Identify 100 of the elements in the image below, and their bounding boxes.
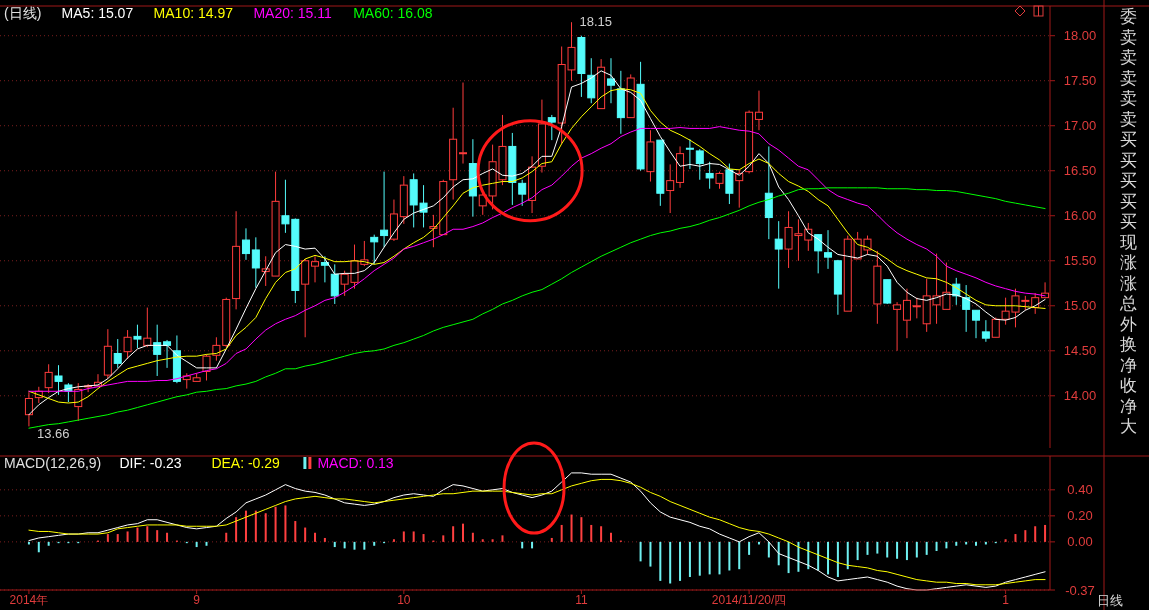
text: MA5: 15.07 xyxy=(61,5,134,21)
bar xyxy=(935,541,938,551)
text: 卖 xyxy=(1119,48,1137,67)
candlestick xyxy=(133,324,142,349)
bar xyxy=(600,526,603,542)
bar xyxy=(787,541,790,574)
bar xyxy=(294,521,297,542)
x-tick-label: 11 xyxy=(575,593,588,607)
bar xyxy=(896,541,899,559)
candlestick xyxy=(912,297,921,319)
annotation: 18.15 xyxy=(579,14,613,30)
candlestick xyxy=(893,301,902,352)
bar xyxy=(866,541,869,555)
y-tick-label: 0.40 xyxy=(1067,482,1093,498)
bar xyxy=(817,541,820,571)
bar xyxy=(392,539,395,542)
bar xyxy=(945,541,948,549)
text: MA10: 14.97 xyxy=(153,5,234,21)
text: 买 xyxy=(1119,191,1137,211)
candlestick xyxy=(902,288,911,339)
text: 涨 xyxy=(1119,273,1137,293)
bar xyxy=(37,541,40,553)
bar xyxy=(856,541,859,561)
bar xyxy=(304,527,307,542)
bar xyxy=(1014,534,1017,542)
y-tick-label: 0.20 xyxy=(1067,508,1093,524)
x-tick-label: 2014年 xyxy=(9,593,49,607)
x-tick-label: 2014/11/20/四 xyxy=(711,593,787,607)
y-tick-label: 17.00 xyxy=(1063,118,1097,134)
candlestick xyxy=(883,279,892,305)
candlestick xyxy=(113,338,122,369)
candlestick xyxy=(981,319,990,343)
candlestick xyxy=(370,234,379,265)
bar xyxy=(925,541,928,555)
y-tick-label: 14.00 xyxy=(1063,388,1097,404)
text: 日线 xyxy=(1097,593,1123,608)
text: 现 xyxy=(1119,232,1137,252)
text: 外 xyxy=(1119,314,1137,334)
text: 净 xyxy=(1119,396,1137,416)
candlestick xyxy=(153,324,162,377)
candlestick xyxy=(824,229,833,270)
candlestick xyxy=(725,163,734,205)
bar xyxy=(126,531,129,542)
candlestick xyxy=(330,263,339,305)
bar xyxy=(501,535,504,542)
bar xyxy=(669,541,672,584)
candlestick xyxy=(24,391,33,427)
bar xyxy=(748,541,751,555)
chart-title: MACD(12,26,9) xyxy=(4,455,102,471)
bar xyxy=(570,514,573,542)
bar xyxy=(195,541,198,548)
bar xyxy=(688,541,691,577)
bar xyxy=(767,541,770,558)
bar xyxy=(679,541,682,581)
candlestick xyxy=(991,316,1000,338)
bar xyxy=(659,541,662,581)
bar xyxy=(373,541,376,546)
candlestick xyxy=(123,329,132,360)
candlestick xyxy=(163,339,172,369)
bar xyxy=(274,506,277,542)
candlestick xyxy=(754,90,763,131)
bar xyxy=(343,541,346,549)
text: 涨 xyxy=(1119,253,1137,272)
text: 总 xyxy=(1118,294,1137,313)
bar xyxy=(422,534,425,542)
bar xyxy=(402,531,405,542)
candlestick xyxy=(44,363,53,394)
candlestick xyxy=(695,148,704,181)
text: 大 xyxy=(1119,417,1137,436)
text: DEA: -0.29 xyxy=(211,455,281,471)
candlestick xyxy=(54,364,63,396)
bar xyxy=(333,541,336,548)
text: DIF: -0.23 xyxy=(119,455,182,471)
text: 买 xyxy=(1119,212,1137,231)
bar xyxy=(955,541,958,546)
candlestick xyxy=(972,309,981,339)
bar xyxy=(876,541,879,554)
bar xyxy=(531,541,534,549)
candlestick xyxy=(666,163,675,214)
bar xyxy=(323,537,326,542)
candlestick xyxy=(301,258,310,338)
bar xyxy=(738,541,741,570)
y-tick-label: 16.50 xyxy=(1063,163,1097,179)
text: 买 xyxy=(1119,130,1137,149)
candlestick xyxy=(685,138,694,170)
bar xyxy=(827,541,830,575)
chart-title: (日线) xyxy=(4,5,42,21)
bar xyxy=(363,541,366,550)
bar xyxy=(886,541,889,558)
bar xyxy=(698,541,701,576)
bar xyxy=(136,527,139,542)
bar xyxy=(116,534,119,542)
line-series xyxy=(28,187,1046,429)
bar xyxy=(452,526,455,542)
candlestick xyxy=(241,227,250,261)
bar xyxy=(708,541,711,575)
x-tick-label: 9 xyxy=(193,593,201,607)
y-tick-label: 15.00 xyxy=(1063,298,1097,314)
candlestick xyxy=(380,171,389,248)
text: 净 xyxy=(1119,355,1137,375)
